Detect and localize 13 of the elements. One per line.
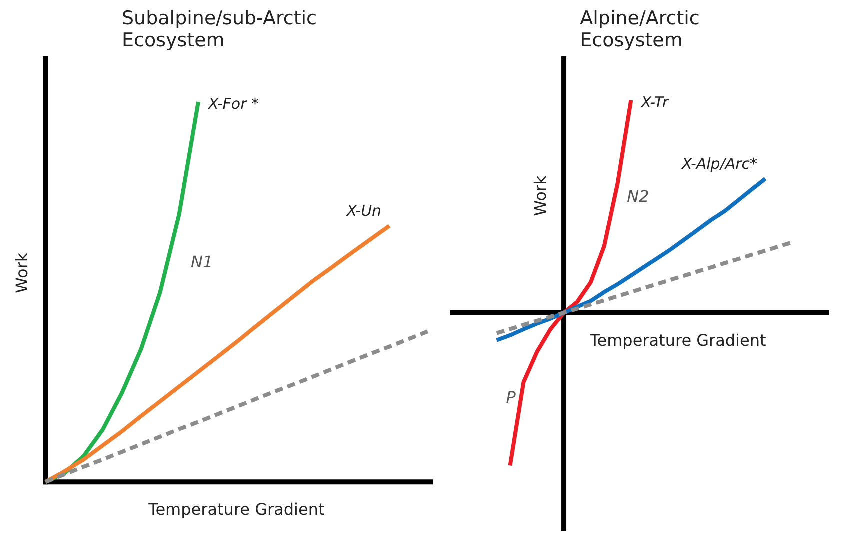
annotation: P: [506, 388, 516, 407]
y-axis-title: Work: [531, 175, 550, 216]
series-label: X-For *: [207, 95, 260, 114]
chart-title: Subalpine/sub-Arctic Ecosystem: [122, 8, 318, 52]
annotation: N2: [627, 186, 650, 206]
chart-title: Alpine/Arctic Ecosystem: [580, 8, 700, 52]
series-label: X-Tr: [640, 93, 670, 112]
annotation: N1: [191, 252, 214, 272]
y-axis-title: Work: [12, 252, 32, 294]
series-label: X-Alp/Arc*: [681, 154, 758, 173]
series-label: X-Un: [346, 202, 382, 220]
x-axis-title: Temperature Gradient: [589, 330, 766, 350]
x-axis-title: Temperature Gradient: [148, 500, 325, 520]
